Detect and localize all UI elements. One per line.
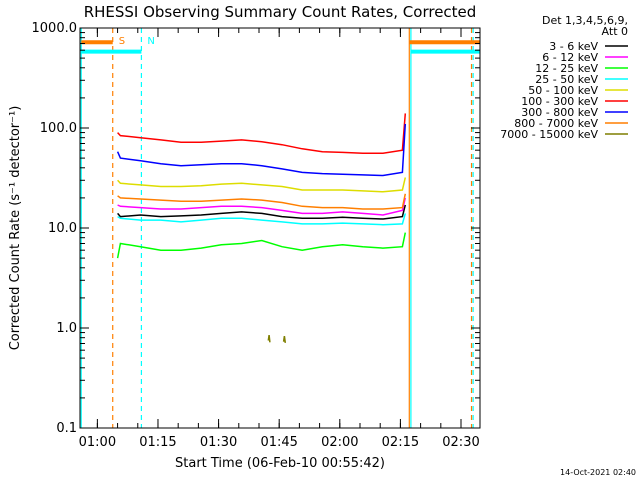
legend-label: 300 - 800 keV (521, 106, 598, 119)
y-tick-label: 10.0 (48, 221, 77, 236)
x-tick-label: 02:30 (442, 435, 479, 450)
series-line-12to25kev (116, 232, 407, 259)
x-tick-label: 02:00 (321, 435, 358, 450)
chart-title: RHESSI Observing Summary Count Rates, Co… (84, 3, 477, 21)
legend-label: 100 - 300 keV (521, 95, 598, 108)
series-line-300to800kev (116, 123, 407, 177)
y-tick-label: 0.1 (56, 421, 77, 436)
legend-label: 12 - 25 keV (535, 62, 598, 75)
legend-header-1: Det 1,3,4,5,6,9, (542, 14, 628, 27)
legend-label: 6 - 12 keV (542, 51, 598, 64)
series-line-7000to15000kev-1 (267, 334, 271, 343)
series-line-50to100kev (117, 177, 407, 193)
time-marker-label-n: N (147, 36, 154, 47)
series-line-800to7000kev (117, 193, 407, 210)
x-tick-label: 01:15 (139, 435, 176, 450)
series-layer (116, 113, 407, 343)
axes-layer: 0.1 1.0 10.0 100.0 1000.0 01:00 01:15 01:30 01:4… (32, 21, 481, 450)
series-line-25to50kev (117, 213, 407, 226)
x-tick-label: 01:30 (200, 435, 237, 450)
y-tick-label: 1.0 (56, 321, 77, 336)
x-tick-label: 02:15 (382, 435, 419, 450)
series-line-6to12kev (117, 197, 407, 216)
legend-header-2: Att 0 (602, 25, 628, 38)
y-axis-label: Corrected Count Rate (s⁻¹ detector⁻¹) (8, 106, 23, 351)
plot-frame (79, 27, 481, 429)
y-tick-label: 1000.0 (32, 21, 78, 36)
series-line-3to6kev (117, 204, 407, 220)
legend-label: 25 - 50 keV (535, 73, 598, 86)
series-line-7000to15000kev-2 (282, 335, 287, 343)
series-line-100to300kev (117, 113, 407, 154)
x-tick-label: 01:45 (260, 435, 297, 450)
legend-label: 3 - 6 keV (549, 40, 598, 53)
time-marker-label-s: S (119, 36, 125, 47)
legend-label: 800 - 7000 keV (514, 117, 598, 130)
legend-label: 7000 - 15000 keV (500, 128, 598, 141)
x-tick-label: 01:00 (79, 435, 116, 450)
y-tick-label: 100.0 (40, 121, 77, 136)
generation-timestamp: 14-Oct-2021 02:40 (560, 468, 636, 477)
legend-label: 50 - 100 keV (528, 84, 598, 97)
x-axis-label: Start Time (06-Feb-10 00:55:42) (175, 456, 385, 471)
